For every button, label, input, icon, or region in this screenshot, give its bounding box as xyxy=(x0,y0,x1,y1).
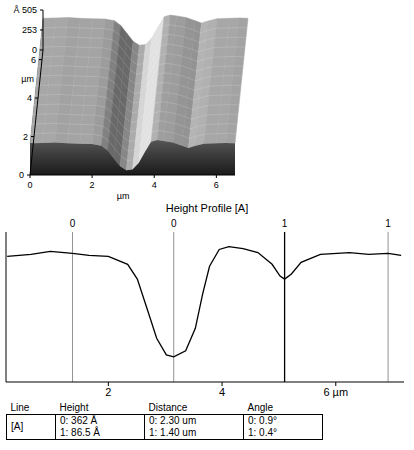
html-text:0: 0.9°: 0: 0.9° xyxy=(248,415,277,426)
svg-text:253: 253 xyxy=(22,25,37,35)
html-text:1: 1.40 um: 1: 1.40 um xyxy=(149,427,197,438)
svg-text:2: 2 xyxy=(23,132,28,142)
svg-text:1: 1 xyxy=(385,218,391,229)
html-text:0: 2.30 um: 0: 2.30 um xyxy=(149,415,197,426)
svg-text:0: 0 xyxy=(27,180,32,190)
html-text:Height: Height xyxy=(59,402,89,413)
svg-text:6: 6 xyxy=(214,180,219,190)
svg-text:4: 4 xyxy=(152,180,157,190)
svg-text:6 µm: 6 µm xyxy=(323,386,348,398)
svg-text:2: 2 xyxy=(90,180,95,190)
html-text:0: 362 Å: 0: 362 Å xyxy=(60,415,98,426)
svg-text:Å 505: Å 505 xyxy=(13,5,37,15)
html-text:Angle: Angle xyxy=(247,402,274,413)
svg-text:µm: µm xyxy=(21,74,34,84)
svg-text:0: 0 xyxy=(19,170,24,180)
svg-text:1: 1 xyxy=(282,218,288,229)
html-text:1: 0.4°: 1: 0.4° xyxy=(248,427,277,438)
svg-text:4: 4 xyxy=(219,386,225,398)
svg-text:0: 0 xyxy=(70,218,76,229)
svg-text:2: 2 xyxy=(105,386,111,398)
html-text:Distance: Distance xyxy=(148,402,188,413)
svg-text:4: 4 xyxy=(27,93,32,103)
html-text:Line: Line xyxy=(10,402,30,413)
svg-text:0: 0 xyxy=(32,45,37,55)
svg-text:µm: µm xyxy=(117,191,130,201)
html-text:1: 86.5 Å: 1: 86.5 Å xyxy=(60,427,100,438)
svg-text:0: 0 xyxy=(171,218,177,229)
html-text:Height Profile [A]: Height Profile [A] xyxy=(165,202,249,214)
html-text:[A]: [A] xyxy=(11,421,24,432)
svg-text:6: 6 xyxy=(31,55,36,65)
